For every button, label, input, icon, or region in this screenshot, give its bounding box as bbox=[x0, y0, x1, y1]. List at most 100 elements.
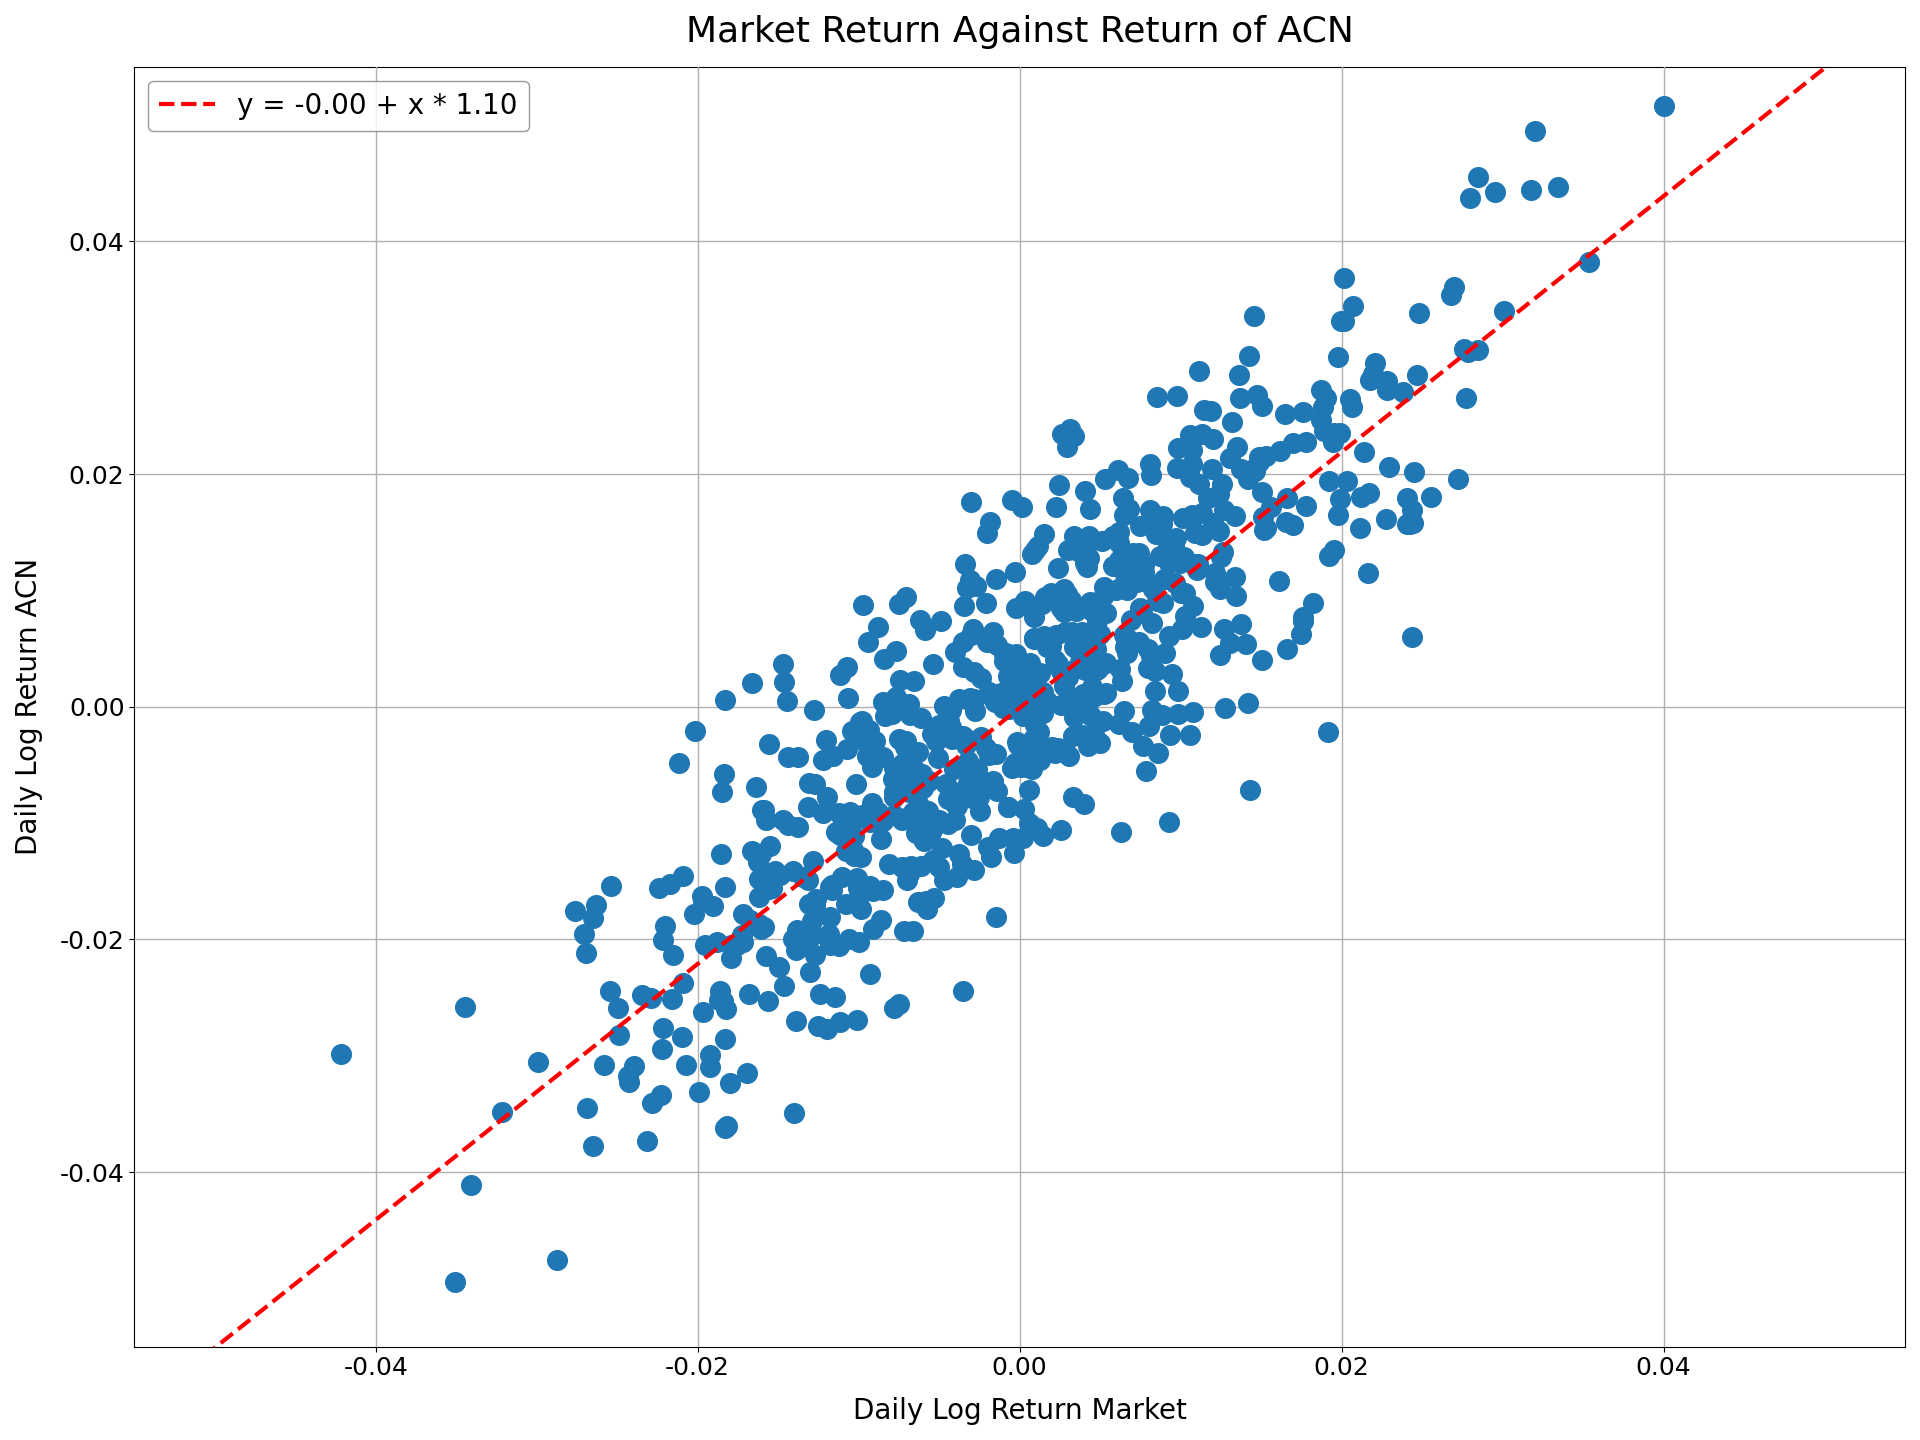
Point bbox=[881, 685, 912, 708]
Point bbox=[993, 688, 1023, 711]
Point bbox=[912, 799, 943, 822]
Point bbox=[814, 922, 845, 945]
Point bbox=[588, 1053, 618, 1076]
Point bbox=[522, 1051, 553, 1074]
Point bbox=[1139, 577, 1169, 600]
Point bbox=[972, 521, 1002, 544]
Point bbox=[699, 894, 730, 917]
Point bbox=[689, 933, 720, 956]
Point bbox=[906, 773, 937, 796]
Point bbox=[1071, 685, 1102, 708]
Point bbox=[755, 877, 785, 900]
Point bbox=[948, 595, 979, 618]
Point bbox=[1187, 501, 1217, 524]
Point bbox=[1114, 628, 1144, 651]
Point bbox=[632, 1130, 662, 1153]
Point bbox=[1010, 675, 1041, 698]
Point bbox=[902, 775, 933, 798]
Point bbox=[977, 769, 1008, 792]
Point bbox=[847, 593, 877, 616]
Point bbox=[1252, 445, 1283, 468]
Point bbox=[833, 927, 864, 950]
Point bbox=[1089, 710, 1119, 733]
Point bbox=[948, 979, 979, 1002]
Point bbox=[972, 631, 1002, 654]
Point bbox=[1083, 609, 1114, 632]
Point bbox=[908, 776, 939, 799]
Point bbox=[1354, 482, 1384, 505]
Point bbox=[1006, 755, 1037, 778]
Point bbox=[1008, 798, 1039, 821]
Point bbox=[1002, 733, 1033, 756]
Point bbox=[1077, 599, 1108, 622]
Point bbox=[1394, 513, 1425, 536]
Point bbox=[831, 657, 862, 680]
Point bbox=[860, 730, 891, 753]
Point bbox=[636, 1092, 666, 1115]
Point bbox=[914, 769, 945, 792]
Point bbox=[708, 989, 739, 1012]
Point bbox=[989, 649, 1020, 672]
Point bbox=[1480, 180, 1511, 203]
Point bbox=[1050, 435, 1081, 458]
Point bbox=[1062, 599, 1092, 622]
Point bbox=[1031, 690, 1062, 713]
Point bbox=[1006, 495, 1037, 518]
Point bbox=[837, 838, 868, 861]
Point bbox=[1104, 549, 1135, 572]
Point bbox=[1183, 552, 1213, 575]
Point bbox=[814, 933, 845, 956]
Point bbox=[749, 799, 780, 822]
Point bbox=[887, 808, 918, 831]
Point bbox=[1811, 14, 1841, 37]
Point bbox=[768, 808, 799, 831]
Point bbox=[1104, 713, 1135, 736]
Point bbox=[1240, 459, 1271, 482]
Point bbox=[945, 842, 975, 865]
Point bbox=[603, 996, 634, 1020]
Point bbox=[1002, 664, 1033, 687]
Point bbox=[862, 806, 893, 829]
Point bbox=[1288, 605, 1319, 628]
Point bbox=[1077, 636, 1108, 660]
Point bbox=[1079, 660, 1110, 683]
Point bbox=[868, 878, 899, 901]
Point bbox=[831, 840, 862, 863]
Point bbox=[1014, 812, 1044, 835]
Point bbox=[981, 567, 1012, 590]
Point bbox=[854, 811, 885, 834]
Point bbox=[866, 827, 897, 850]
Point bbox=[996, 757, 1027, 780]
Point bbox=[801, 887, 831, 910]
Point bbox=[1210, 697, 1240, 720]
Point bbox=[1073, 524, 1104, 547]
Point bbox=[973, 681, 1004, 704]
Point bbox=[732, 1061, 762, 1084]
Point bbox=[803, 1015, 833, 1038]
Point bbox=[1574, 251, 1605, 274]
Point bbox=[918, 848, 948, 871]
Point bbox=[870, 704, 900, 727]
Point bbox=[1048, 585, 1079, 608]
Point bbox=[889, 736, 920, 759]
Point bbox=[1208, 498, 1238, 521]
Point bbox=[1177, 425, 1208, 448]
Point bbox=[1455, 186, 1486, 209]
Point bbox=[818, 744, 849, 768]
Point bbox=[1177, 438, 1208, 461]
Point bbox=[1102, 459, 1133, 482]
Point bbox=[1164, 436, 1194, 459]
Point bbox=[1279, 432, 1309, 455]
Point bbox=[899, 757, 929, 780]
Point bbox=[1436, 284, 1467, 307]
Point bbox=[1020, 670, 1050, 693]
Point bbox=[1185, 616, 1215, 639]
Point bbox=[799, 772, 829, 795]
Point bbox=[989, 697, 1020, 720]
Point bbox=[1050, 621, 1081, 644]
Point bbox=[935, 716, 966, 739]
Point bbox=[1016, 691, 1046, 714]
Point bbox=[1198, 511, 1229, 534]
Point bbox=[837, 719, 868, 742]
Point bbox=[1137, 611, 1167, 634]
